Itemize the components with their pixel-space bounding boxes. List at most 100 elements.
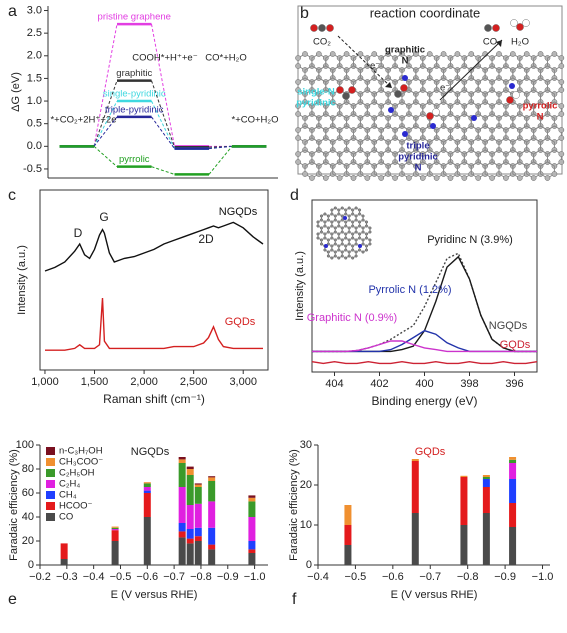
bar-segment — [111, 526, 119, 528]
series-line — [45, 297, 263, 351]
atom — [302, 171, 308, 177]
bar-segment — [178, 459, 186, 463]
atom — [295, 87, 301, 93]
atom — [323, 248, 327, 252]
y-tick-label: 0.0 — [27, 140, 42, 152]
bar-segment — [460, 477, 468, 525]
electron-label: e⁻ — [370, 61, 380, 72]
bar-segment — [509, 459, 517, 463]
y-axis-label: Faradaic efficiency (%) — [288, 449, 300, 561]
connector — [93, 80, 118, 147]
atom — [558, 63, 565, 69]
atom — [454, 51, 461, 57]
atom — [440, 51, 447, 57]
chart-title: NGQDs — [131, 446, 170, 458]
bar-segment — [248, 495, 256, 498]
x-tick-label: −0.4 — [307, 571, 329, 583]
legend-label: C₂H₄ — [59, 479, 80, 490]
site-label: N — [537, 112, 544, 123]
state-label: *+CO₂+2H⁺+2e⁻ — [50, 115, 121, 126]
connector — [151, 166, 175, 175]
bar-segment — [111, 529, 119, 531]
arrowhead — [496, 40, 502, 47]
atom — [399, 51, 405, 57]
atom — [330, 208, 334, 212]
x-tick-label: −0.9 — [494, 571, 516, 583]
annotation: D — [74, 226, 83, 240]
y-axis-label: Intensity (a.u.) — [294, 251, 306, 321]
bar-segment — [178, 537, 186, 565]
x-tick-label: −0.2 — [29, 571, 51, 583]
site-label: single-N — [297, 87, 335, 98]
atom — [544, 175, 551, 181]
y-tick-label: 20 — [22, 535, 34, 547]
bar-segment — [143, 483, 151, 487]
molecule-atom — [342, 92, 350, 100]
bar-segment — [194, 484, 202, 487]
nitrogen-atom — [509, 83, 515, 89]
legend-label: CO — [59, 512, 73, 523]
bar-segment — [248, 501, 256, 517]
bar-segment — [186, 543, 194, 565]
molecule-atom — [506, 96, 514, 104]
y-tick-label: 60 — [22, 487, 34, 499]
atom — [340, 206, 344, 210]
atom — [419, 175, 426, 181]
atom — [368, 238, 372, 242]
atom — [558, 55, 565, 61]
bar-segment — [178, 463, 186, 487]
atom — [537, 51, 544, 57]
bar-segment — [208, 549, 216, 565]
y-tick-label: 1.0 — [27, 95, 42, 107]
bar-segment — [344, 545, 352, 565]
nitrogen-atom — [430, 123, 436, 129]
atom — [326, 254, 330, 258]
atom — [523, 51, 530, 57]
y-tick-label: 30 — [300, 439, 312, 451]
bar-segment — [482, 479, 490, 487]
atom — [361, 214, 365, 218]
bar-segment — [208, 481, 216, 502]
atom — [316, 236, 320, 240]
x-tick-label: −0.3 — [56, 571, 78, 583]
nitrogen-atom — [388, 107, 394, 113]
nitrogen-atom — [471, 115, 477, 121]
x-tick-label: −0.7 — [419, 571, 441, 583]
bar-segment — [111, 530, 119, 541]
bar-segment — [111, 541, 119, 565]
atom — [354, 254, 358, 258]
bar-segment — [482, 487, 490, 513]
atom — [344, 256, 348, 260]
x-tick-label: −0.6 — [382, 571, 404, 583]
atom — [316, 220, 320, 224]
molecule-atom — [522, 19, 530, 27]
x-tick-label: −0.7 — [163, 571, 185, 583]
atom — [496, 51, 502, 57]
atom — [558, 159, 565, 165]
atom — [358, 208, 362, 212]
molecule-atom — [492, 24, 500, 32]
atom — [468, 51, 475, 57]
atom — [461, 175, 468, 181]
atom — [351, 256, 355, 260]
x-tick-label: 396 — [505, 378, 523, 390]
atom — [295, 159, 301, 165]
molecule-label: CO — [483, 37, 497, 48]
x-tick-label: −0.8 — [457, 571, 479, 583]
bar-segment — [208, 476, 216, 478]
panel-label: b — [300, 5, 309, 22]
bar-segment — [208, 527, 216, 545]
atom — [371, 51, 378, 57]
atom — [406, 175, 412, 181]
atom — [368, 230, 372, 234]
graphene-lattice — [295, 19, 565, 181]
atom — [558, 111, 565, 117]
molecule-atom — [512, 91, 520, 99]
atom — [368, 242, 372, 246]
atom — [558, 127, 565, 133]
series-line — [312, 252, 537, 353]
bar-segment — [194, 503, 202, 528]
atom — [316, 224, 320, 228]
series-label: GQDs — [500, 339, 531, 351]
site-label: N — [402, 56, 409, 67]
